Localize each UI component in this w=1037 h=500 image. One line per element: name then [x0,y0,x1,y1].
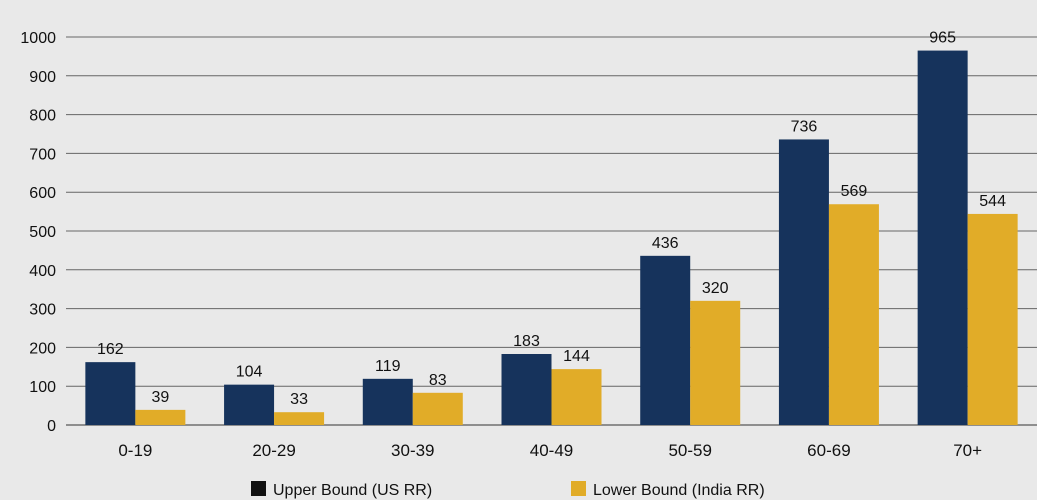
y-tick-label: 400 [29,263,56,280]
bar-lower-bound [135,409,186,425]
bar-upper-bound [85,362,136,425]
bars [85,50,1018,426]
y-tick-label: 800 [29,108,56,125]
bar-upper-bound [224,384,275,425]
x-category-label: 40-49 [530,441,573,460]
data-labels: 162 39 104 33 119 83 183 144 436 320 736 569 965 544 [97,30,1006,409]
x-category-label: 50-59 [668,441,711,460]
data-label: 320 [702,280,729,297]
y-tick-label: 700 [29,146,56,163]
bar-upper-bound [501,353,552,425]
y-tick-label: 500 [29,224,56,241]
x-category-label: 60-69 [807,441,850,460]
data-label: 569 [841,183,868,200]
y-tick-label: 200 [29,340,56,357]
data-label: 33 [290,391,308,408]
bar-upper-bound [778,139,829,425]
bar-lower-bound [967,213,1018,425]
x-axis-categories: 0-19 20-29 30-39 40-49 50-59 60-69 70+ [118,441,982,460]
data-label: 183 [513,333,540,350]
legend-label: Lower Bound (India RR) [593,482,765,499]
data-label: 39 [151,389,169,406]
legend-swatch [571,481,586,496]
bar-lower-bound [690,300,741,425]
bar-upper-bound [917,50,968,426]
bar-upper-bound [640,255,691,425]
bar-lower-bound [551,369,602,425]
legend: Upper Bound (US RR) Lower Bound (India RR… [251,481,765,499]
legend-label: Upper Bound (US RR) [273,482,432,499]
data-label: 736 [791,118,818,135]
data-label: 104 [236,364,263,381]
data-label: 144 [563,348,590,365]
x-category-label: 70+ [953,441,982,460]
x-category-label: 20-29 [252,441,295,460]
bar-lower-bound [828,204,879,425]
y-tick-label: 600 [29,185,56,202]
x-category-label: 30-39 [391,441,434,460]
data-label: 544 [979,193,1006,210]
legend-swatch [251,481,266,496]
y-axis-ticks: 0 100 200 300 400 500 600 700 800 900 1000 [20,30,56,435]
data-label: 162 [97,341,124,358]
y-tick-label: 300 [29,302,56,319]
y-tick-label: 100 [29,379,56,396]
data-label: 965 [929,30,956,47]
data-label: 83 [429,372,447,389]
bar-lower-bound [412,392,463,425]
y-tick-label: 1000 [20,30,56,47]
data-label: 119 [375,358,401,375]
y-tick-label: 900 [29,69,56,86]
bar-lower-bound [274,412,325,425]
data-label: 436 [652,235,679,252]
bar-upper-bound [362,378,413,425]
x-category-label: 0-19 [118,441,152,460]
y-tick-label: 0 [47,418,56,435]
